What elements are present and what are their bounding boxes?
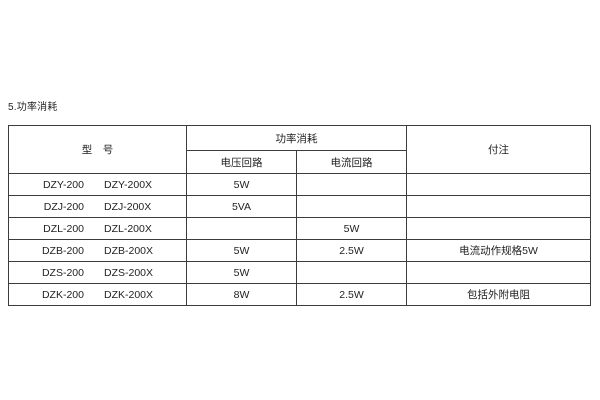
cell-current: 5W — [296, 217, 407, 240]
cell-model: DZB-200 DZB-200X — [8, 239, 187, 262]
cell-voltage: 5W — [186, 261, 297, 284]
model-name-a: DZY-200 — [42, 178, 84, 191]
model-names: DZJ-200 DZJ-200X — [11, 201, 184, 213]
table-row: DZJ-200 DZJ-200X 5VA — [8, 195, 591, 218]
model-name-b: DZJ-200X — [104, 200, 152, 213]
cell-voltage: 5W — [186, 173, 297, 196]
cell-voltage — [186, 217, 297, 240]
model-name-a: DZB-200 — [41, 244, 84, 257]
cell-model: DZY-200 DZY-200X — [8, 173, 187, 196]
model-name-a: DZJ-200 — [43, 200, 84, 213]
power-consumption-table: 型 号 功率消耗 付注 电压回路 电流回路 DZY-200 DZY-200X — [8, 125, 591, 306]
model-name-b: DZB-200X — [103, 244, 154, 257]
model-names: DZB-200 DZB-200X — [11, 245, 184, 257]
cell-current: 2.5W — [296, 239, 407, 262]
cell-model: DZS-200 DZS-200X — [8, 261, 187, 284]
cell-current — [296, 261, 407, 284]
cell-note — [406, 173, 591, 196]
cell-current: 2.5W — [296, 283, 407, 306]
cell-note: 包括外附电阻 — [406, 283, 591, 306]
table-row: DZS-200 DZS-200X 5W — [8, 261, 591, 284]
cell-model: DZK-200 DZK-200X — [8, 283, 187, 306]
col-header-voltage-circuit: 电压回路 — [186, 150, 297, 174]
table-row: DZL-200 DZL-200X 5W — [8, 217, 591, 240]
power-consumption-table-wrap: 型 号 功率消耗 付注 电压回路 电流回路 DZY-200 DZY-200X — [8, 125, 591, 306]
cell-note: 电流动作规格5W — [406, 239, 591, 262]
cell-note — [406, 261, 591, 284]
model-name-a: DZS-200 — [41, 266, 84, 279]
model-name-a: DZL-200 — [43, 222, 84, 235]
table-body: DZY-200 DZY-200X 5W DZJ-200 DZJ-200X — [8, 173, 591, 306]
model-names: DZS-200 DZS-200X — [11, 267, 184, 279]
cell-voltage: 5VA — [186, 195, 297, 218]
cell-voltage: 5W — [186, 239, 297, 262]
cell-model: DZJ-200 DZJ-200X — [8, 195, 187, 218]
cell-note — [406, 195, 591, 218]
model-name-b: DZS-200X — [103, 266, 154, 279]
model-names: DZY-200 DZY-200X — [11, 179, 184, 191]
table-header: 型 号 功率消耗 付注 电压回路 电流回路 — [8, 125, 591, 174]
cell-note — [406, 217, 591, 240]
model-name-a: DZK-200 — [41, 288, 84, 301]
col-header-current-circuit: 电流回路 — [296, 150, 407, 174]
col-header-power-consumption: 功率消耗 — [186, 125, 407, 151]
model-name-b: DZY-200X — [104, 178, 153, 191]
cell-voltage: 8W — [186, 283, 297, 306]
model-name-b: DZK-200X — [103, 288, 154, 301]
section-title: 5.功率消耗 — [8, 102, 58, 113]
col-header-notes: 付注 — [406, 125, 591, 174]
cell-model: DZL-200 DZL-200X — [8, 217, 187, 240]
header-row-top: 型 号 功率消耗 付注 — [8, 125, 591, 174]
table-row: DZB-200 DZB-200X 5W 2.5W 电流动作规格5W — [8, 239, 591, 262]
table-row: DZK-200 DZK-200X 8W 2.5W 包括外附电阻 — [8, 283, 591, 306]
model-name-b: DZL-200X — [104, 222, 152, 235]
model-names: DZK-200 DZK-200X — [11, 289, 184, 301]
cell-current — [296, 195, 407, 218]
table-row: DZY-200 DZY-200X 5W — [8, 173, 591, 196]
cell-current — [296, 173, 407, 196]
model-names: DZL-200 DZL-200X — [11, 223, 184, 235]
col-header-model: 型 号 — [8, 125, 187, 174]
